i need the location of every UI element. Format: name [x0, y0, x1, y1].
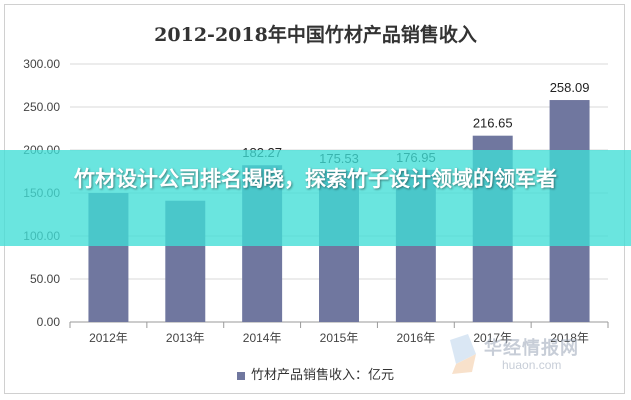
legend: 竹材产品销售收入：亿元 — [0, 364, 631, 383]
watermark-url: huaon.com — [502, 358, 562, 372]
x-tick-label: 2018年 — [550, 331, 589, 345]
watermark: 华经情报网 huaon.com — [446, 330, 616, 380]
legend-label: 竹材产品销售收入：亿元 — [250, 368, 394, 383]
watermark-logo-icon — [450, 334, 476, 374]
data-label: 258.09 — [550, 80, 590, 95]
x-tick-label: 2013年 — [166, 331, 205, 345]
x-tick-label: 2017年 — [473, 331, 512, 345]
x-tick-label: 2016年 — [397, 331, 436, 345]
chart-title: 2012-2018年中国竹材产品销售收入 — [154, 24, 477, 46]
x-tick-label: 2012年 — [89, 331, 128, 345]
headline-text: 竹材设计公司排名揭晓，探索竹子设计领域的领军者 — [74, 167, 557, 191]
watermark-name: 华经情报网 — [484, 338, 579, 359]
y-tick-label: 250.00 — [23, 100, 60, 114]
x-tick-label: 2015年 — [320, 331, 359, 345]
y-tick-label: 0.00 — [37, 315, 61, 329]
y-tick-label: 50.00 — [30, 272, 60, 286]
legend-swatch — [236, 371, 245, 380]
data-label: 216.65 — [473, 116, 513, 131]
headline-banner: 竹材设计公司排名揭晓，探索竹子设计领域的领军者 — [0, 150, 631, 246]
y-tick-label: 300.00 — [23, 57, 60, 71]
x-tick-label: 2014年 — [243, 331, 282, 345]
